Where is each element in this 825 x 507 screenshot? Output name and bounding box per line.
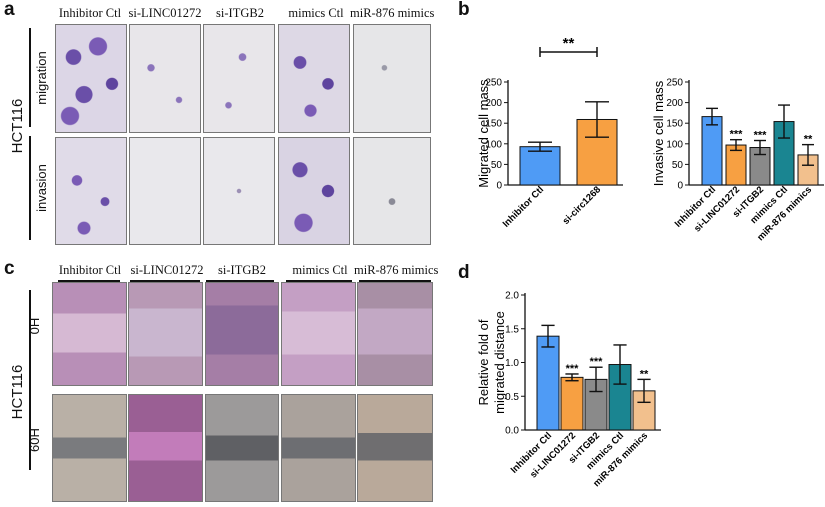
y-tick-label: 200: [666, 98, 683, 109]
y-tick-label: 0.5: [505, 392, 519, 403]
col-underline-1: [58, 280, 120, 282]
bar: [560, 376, 584, 431]
col-header-si-itgb2: si-ITGB2: [216, 6, 264, 20]
migration-image-si-linc01272: [129, 24, 201, 133]
invasion-bracket: [29, 136, 31, 240]
category-label: Inhibitor Ctl: [501, 184, 546, 229]
migration-image-mimics-ctl: [278, 24, 350, 133]
col-underline-3: [206, 280, 274, 282]
y-tick-label: 150: [485, 119, 502, 130]
invasion-image-mimics-ctl: [278, 137, 350, 245]
col-underline-4: [286, 280, 352, 282]
significance-label: ***: [730, 129, 744, 141]
migration-image-inhibitor-ctl: [55, 24, 127, 133]
scratch-image-60h-si-itgb2: [205, 394, 279, 502]
panel-label-c: c: [4, 258, 15, 279]
scratch-image-60h-inhibitor-ctl: [52, 394, 127, 502]
time-bracket: [29, 290, 31, 470]
col-header-si-linc01272: si-LINC01272: [128, 6, 202, 20]
y-axis-label: Migrated cell mass: [476, 79, 491, 188]
col-header-c-mimics-ctl: mimics Ctl: [292, 263, 348, 277]
y-tick-label: 200: [485, 98, 502, 109]
bar: [536, 335, 560, 431]
panel-label-d: d: [458, 262, 470, 283]
migration-image-si-itgb2: [203, 24, 275, 133]
scratch-image-60h-si-linc01272: [128, 394, 203, 502]
significance-label: **: [640, 368, 649, 380]
panel-label-b: b: [458, 0, 470, 20]
y-axis-label-line: Invasive cell mass: [651, 80, 666, 186]
bar: [519, 146, 561, 186]
y-tick-label: 1.5: [505, 324, 519, 335]
y-axis-label-line: migrated distance: [492, 311, 507, 414]
scratch-image-0h-inhibitor-ctl: [52, 282, 127, 386]
invasion-image-inhibitor-ctl: [55, 137, 127, 245]
y-axis-label-line: Relative fold of: [476, 319, 491, 405]
y-tick-label: 1.0: [505, 358, 519, 369]
col-header-inhibitor-ctl: Inhibitor Ctl: [58, 6, 122, 20]
col-header-mir876-mimics: miR-876 mimics: [350, 6, 435, 20]
panel-label-a: a: [4, 0, 15, 20]
migration-bracket: [29, 28, 31, 127]
y-axis-label: Relative fold ofmigrated distance: [476, 311, 507, 414]
significance-label: ***: [566, 363, 580, 375]
invasion-image-si-itgb2: [203, 137, 275, 245]
y-tick-label: 150: [666, 119, 683, 130]
invasion-image-mir876-mimics: [353, 137, 431, 245]
col-header-mimics-ctl: mimics Ctl: [288, 6, 344, 20]
y-tick-label: 0: [496, 181, 502, 192]
col-underline-2: [130, 280, 200, 282]
col-underline-5: [359, 280, 431, 282]
col-header-c-mir876-mimics: miR-876 mimics: [354, 263, 439, 277]
significance-label: ***: [754, 130, 768, 142]
y-tick-label: 2.0: [505, 291, 519, 302]
col-header-c-si-linc01272: si-LINC01272: [130, 263, 204, 277]
y-tick-label: 50: [672, 160, 684, 171]
y-tick-label: 100: [485, 139, 502, 150]
scratch-image-0h-mimics-ctl: [281, 282, 356, 386]
scratch-image-60h-mimics-ctl: [281, 394, 356, 502]
scratch-image-0h-si-itgb2: [205, 282, 279, 386]
y-axis-label-line: Migrated cell mass: [476, 79, 491, 188]
chart-d: 0.0 0.5 1.0 1.5 2.0 Relative fold ofmigrated …: [476, 291, 661, 489]
y-tick-label: 100: [666, 139, 683, 150]
significance-label: ***: [590, 356, 604, 368]
scratch-image-0h-si-linc01272: [128, 282, 203, 386]
y-axis-label: Invasive cell mass: [651, 80, 666, 186]
col-header-c-inhibitor-ctl: Inhibitor Ctl: [58, 263, 122, 277]
bar: [701, 116, 723, 186]
scratch-image-60h-mir876-mimics: [357, 394, 433, 502]
scratch-image-0h-mir876-mimics: [357, 282, 433, 386]
significance-label: **: [563, 35, 575, 52]
category-label: si-circ1268: [561, 184, 604, 227]
migration-image-mir876-mimics: [353, 24, 431, 133]
y-tick-label: 0.0: [505, 426, 519, 437]
col-header-c-si-itgb2: si-ITGB2: [218, 263, 266, 277]
invasion-image-si-linc01272: [129, 137, 201, 245]
y-tick-label: 250: [485, 78, 502, 89]
significance-label: **: [804, 134, 813, 146]
y-tick-label: 50: [491, 160, 503, 171]
y-tick-label: 250: [666, 78, 683, 89]
y-tick-label: 0: [677, 181, 683, 192]
